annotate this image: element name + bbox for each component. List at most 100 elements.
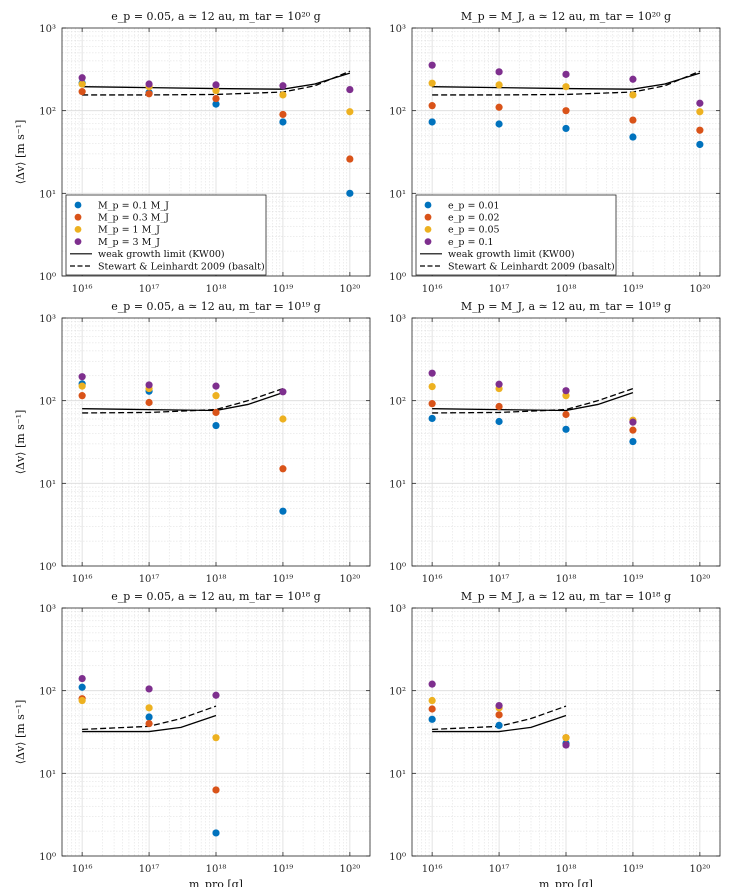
data-point [212,392,220,400]
x-tick-label: 10¹⁶ [72,574,93,585]
y-tick-label: 10² [39,687,56,698]
data-point [696,99,704,107]
x-tick-label: 10¹⁷ [489,864,510,875]
data-point [212,421,220,430]
legend-label: M_p = 1 M_J [98,225,160,236]
weak-growth-line [432,392,634,412]
legend-label: M_p = 0.1 M_J [98,200,169,211]
data-point [562,734,570,742]
stewart-leinhardt-line [82,705,217,731]
data-point [279,388,287,396]
x-axis-label: m_pro [g] [539,878,593,887]
data-point [145,90,153,98]
data-point [346,155,354,163]
panel-title: M_p = M_J, a ≃ 12 au, m_tar = 10¹⁸ g [461,590,671,603]
legend-marker [74,213,82,221]
data-point [562,410,570,419]
panel-2: 10¹⁶ 10¹⁷ 10¹⁸ 10¹⁹ 10²⁰ 10⁰ 10¹ 10² 10³ M_p = M_… [389,10,721,295]
data-point [428,61,436,69]
data-point [495,711,503,719]
data-point [346,189,354,197]
data-point [212,382,220,390]
y-tick-label: 10¹ [39,769,56,780]
panel-title: M_p = M_J, a ≃ 12 au, m_tar = 10¹⁹ g [461,300,671,313]
x-tick-label: 10¹⁷ [489,574,510,585]
legend-marker [424,238,432,246]
y-tick-label: 10³ [39,604,56,615]
legend-marker [424,201,432,209]
x-tick-label: 10¹⁷ [139,864,160,875]
data-point [78,683,86,691]
data-point [495,721,503,730]
data-point [629,133,637,141]
legend-label: e_p = 0.1 [448,237,494,248]
data-point [562,392,570,400]
data-point [428,414,436,423]
data-point [212,691,220,699]
weak-growth-line [82,714,217,733]
data-point [562,124,570,133]
x-tick-label: 10¹⁶ [422,864,443,875]
legend-marker [74,238,82,246]
data-point [629,437,637,446]
legend-marker [424,213,432,221]
legend-label: M_p = 0.3 M_J [98,213,169,224]
data-point [428,118,436,126]
data-point [629,426,637,434]
panel-5: 10¹⁶ 10¹⁷ 10¹⁸ 10¹⁹ 10²⁰ 10⁰ 10¹ 10² 10³ e_p = 0.… [14,590,371,887]
data-point [629,75,637,83]
legend-label: e_p = 0.05 [448,225,500,236]
data-point [428,715,436,723]
data-point [145,381,153,389]
data-point [78,392,86,400]
data-point [78,74,86,82]
data-point [629,418,637,426]
data-point [495,120,503,128]
data-point [346,108,354,116]
data-point [279,110,287,119]
panel-4: 10¹⁶ 10¹⁷ 10¹⁸ 10¹⁹ 10²⁰ 10⁰ 10¹ 10² 10³ M_p = M_… [389,300,721,585]
x-tick-label: 10¹⁶ [72,284,93,295]
data-point [145,80,153,88]
data-point [495,103,503,111]
x-tick-label: 10¹⁸ [206,574,227,585]
legend-label: M_p = 3 M_J [98,237,160,248]
x-tick-label: 10¹⁹ [273,864,294,875]
data-point [212,829,220,837]
data-point [696,126,704,134]
y-tick-label: 10³ [39,314,56,325]
x-tick-label: 10¹⁹ [273,284,294,295]
legend: e_p = 0.01 e_p = 0.02e_p = 0.05e_p = 0.1w… [415,194,617,276]
data-point [212,100,220,108]
x-tick-label: 10²⁰ [689,574,710,585]
x-axis-label: m_pro [g] [189,878,243,887]
x-tick-label: 10¹⁶ [422,574,443,585]
panel-title: e_p = 0.05, a ≃ 12 au, m_tar = 10¹⁸ g [111,590,320,603]
x-tick-label: 10¹⁸ [206,284,227,295]
data-point [428,680,436,688]
data-point [78,80,86,88]
y-tick-label: 10⁰ [39,272,56,283]
y-tick-label: 10¹ [389,769,406,780]
data-point [279,415,287,423]
panel-title: e_p = 0.05, a ≃ 12 au, m_tar = 10¹⁹ g [111,300,320,313]
x-tick-label: 10²⁰ [339,574,360,585]
y-tick-label: 10² [39,397,56,408]
data-point [145,713,153,721]
legend-label: Stewart & Leinhardt 2009 (basalt) [448,261,615,272]
data-point [212,86,220,95]
stewart-leinhardt-line [432,705,567,731]
y-tick-label: 10⁰ [389,562,406,573]
data-point [212,786,220,794]
y-tick-label: 10¹ [39,479,56,490]
y-axis-label: ⟨Δv⟩ [m s⁻¹] [14,410,27,475]
legend-label: weak growth limit (KW00) [448,249,575,260]
data-point [78,696,86,705]
panel-title: M_p = M_J, a ≃ 12 au, m_tar = 10²⁰ g [461,10,671,23]
stewart-leinhardt-line [82,70,351,96]
x-tick-label: 10¹⁹ [623,284,644,295]
x-tick-label: 10¹⁸ [556,864,577,875]
data-point [212,734,220,742]
x-tick-label: 10¹⁸ [556,284,577,295]
data-point [78,373,86,381]
